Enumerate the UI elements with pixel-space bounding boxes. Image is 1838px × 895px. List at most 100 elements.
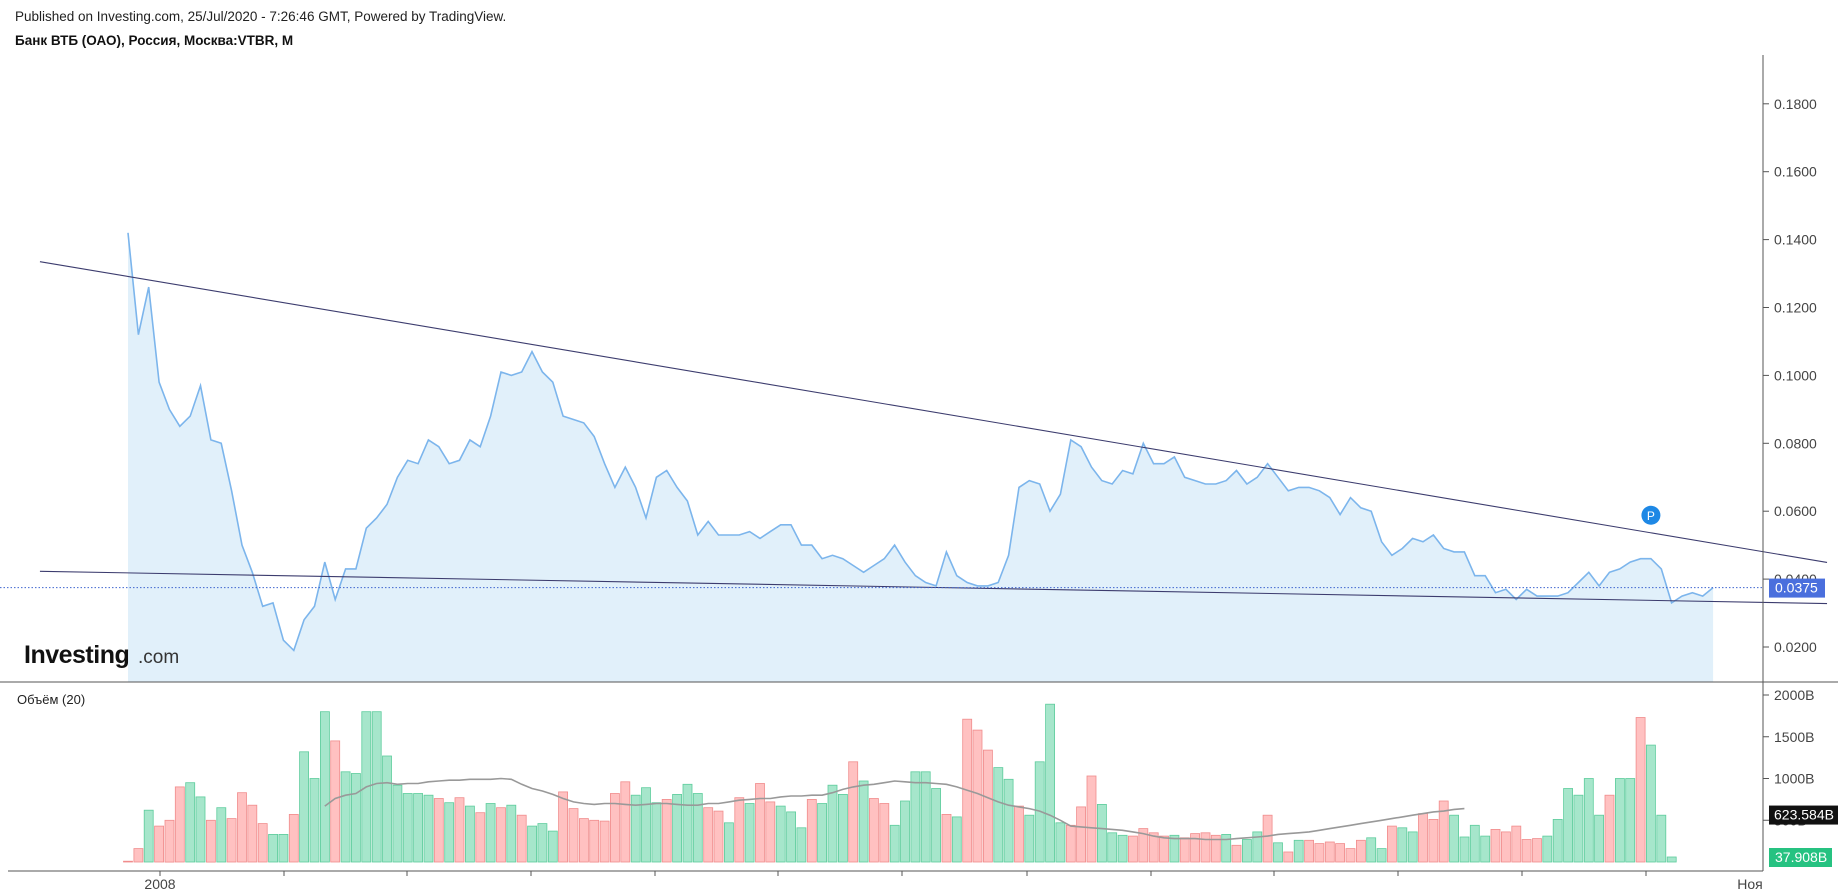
volume-bar-up[interactable] <box>672 794 682 863</box>
volume-bar-up[interactable] <box>889 824 900 863</box>
volume-bar-up[interactable] <box>185 782 196 863</box>
volume-bar-down[interactable] <box>983 749 993 863</box>
volume-bar-down[interactable] <box>288 814 299 863</box>
volume-bar-down[interactable] <box>1148 832 1159 863</box>
volume-bar-up[interactable] <box>1045 703 1055 863</box>
volume-bar-up[interactable] <box>1407 831 1418 863</box>
volume-bar-up[interactable] <box>506 804 517 863</box>
volume-bar-up[interactable] <box>392 784 403 863</box>
volume-bar-down[interactable] <box>123 860 133 863</box>
volume-bar-up[interactable] <box>951 816 962 863</box>
volume-bar-down[interactable] <box>755 783 765 863</box>
volume-bar-up[interactable] <box>1542 835 1553 863</box>
volume-bar-up[interactable] <box>402 793 413 863</box>
volume-bar-up[interactable] <box>1563 788 1573 863</box>
volume-bar-down[interactable] <box>164 819 175 863</box>
volume-bar-up[interactable] <box>1293 839 1304 863</box>
volume-bar-down[interactable] <box>1428 819 1439 863</box>
volume-bar-down[interactable] <box>516 814 527 863</box>
volume-bar-down[interactable] <box>1335 843 1345 863</box>
volume-bar-up[interactable] <box>775 805 786 863</box>
volume-bar-down[interactable] <box>1532 838 1542 863</box>
volume-bar-up[interactable] <box>464 805 475 863</box>
volume-bar-down[interactable] <box>1490 829 1501 863</box>
volume-bar-up[interactable] <box>786 811 796 863</box>
volume-bar-up[interactable] <box>796 827 807 863</box>
volume-bar-down[interactable] <box>661 799 672 863</box>
volume-bar-up[interactable] <box>724 822 734 863</box>
marker-circle[interactable] <box>1641 505 1661 525</box>
volume-bar-up[interactable] <box>340 771 351 863</box>
volume-bar-down[interactable] <box>1501 831 1511 863</box>
volume-bar-down[interactable] <box>1086 775 1097 863</box>
volume-bar-down[interactable] <box>610 793 620 863</box>
volume-bar-up[interactable] <box>1480 835 1491 863</box>
volume-bar-up[interactable] <box>858 780 869 863</box>
volume-bar-up[interactable] <box>371 711 382 863</box>
volume-bar-down[interactable] <box>205 819 216 863</box>
volume-bar-down[interactable] <box>1604 794 1615 863</box>
volume-bar-up[interactable] <box>920 771 931 863</box>
volume-bar-down[interactable] <box>1356 839 1366 863</box>
volume-bar-down[interactable] <box>568 808 579 863</box>
volume-bar-up[interactable] <box>1107 832 1118 863</box>
volume-bar-up[interactable] <box>1625 778 1636 863</box>
volume-bar-up[interactable] <box>1449 814 1459 863</box>
volume-bar-up[interactable] <box>216 807 227 863</box>
volume-bar-up[interactable] <box>309 778 320 863</box>
volume-bar-down[interactable] <box>237 792 247 863</box>
volume-bar-up[interactable] <box>1169 834 1180 863</box>
volume-bar-down[interactable] <box>579 818 589 863</box>
volume-bar-up[interactable] <box>817 803 827 863</box>
volume-bar-down[interactable] <box>589 819 600 863</box>
volume-bar-down[interactable] <box>558 791 568 863</box>
volume-bar-down[interactable] <box>879 803 890 863</box>
volume-bar-down[interactable] <box>257 823 268 863</box>
volume-bar-up[interactable] <box>382 755 392 863</box>
volume-bar-up[interactable] <box>682 783 693 863</box>
volume-bar-down[interactable] <box>1345 848 1356 863</box>
volume-bar-down[interactable] <box>475 812 486 863</box>
volume-bar-up[interactable] <box>527 825 537 863</box>
volume-bar-up[interactable] <box>1552 819 1563 863</box>
volume-bar-up[interactable] <box>1366 837 1377 863</box>
volume-bar-up[interactable] <box>319 711 330 863</box>
volume-bar-down[interactable] <box>703 807 714 863</box>
volume-bar-up[interactable] <box>195 796 206 863</box>
volume-bar-down[interactable] <box>1138 828 1149 863</box>
volume-bar-up[interactable] <box>827 784 838 863</box>
volume-bar-up[interactable] <box>1055 822 1066 863</box>
volume-bar-up[interactable] <box>630 794 641 863</box>
volume-bar-up[interactable] <box>838 794 848 863</box>
volume-bar-down[interactable] <box>941 814 952 863</box>
volume-bar-down[interactable] <box>1200 832 1211 863</box>
upper-trendline[interactable] <box>39 261 1828 564</box>
volume-bar-down[interactable] <box>1179 837 1190 863</box>
volume-bar-down[interactable] <box>869 798 879 863</box>
volume-bar-down[interactable] <box>433 798 444 863</box>
volume-bar-up[interactable] <box>1024 814 1035 863</box>
volume-bar-up[interactable] <box>931 788 941 863</box>
volume-bar-up[interactable] <box>900 800 910 863</box>
volume-bar-down[interactable] <box>734 797 745 863</box>
volume-bar-up[interactable] <box>268 834 279 863</box>
volume-bar-up[interactable] <box>641 787 651 863</box>
volume-bar-up[interactable] <box>744 803 755 863</box>
volume-bar-up[interactable] <box>537 823 548 863</box>
volume-bar-up[interactable] <box>143 809 154 863</box>
volume-bar-down[interactable] <box>620 781 631 863</box>
volume-bar-up[interactable] <box>1459 836 1470 863</box>
volume-bar-down[interactable] <box>1014 805 1024 863</box>
volume-bar-down[interactable] <box>1262 814 1273 863</box>
volume-bar-down[interactable] <box>226 818 237 863</box>
volume-bar-up[interactable] <box>1469 824 1480 863</box>
volume-bar-up[interactable] <box>1615 778 1625 863</box>
volume-bar-down[interactable] <box>1076 806 1086 863</box>
volume-bar-down[interactable] <box>599 820 610 863</box>
volume-bar-down[interactable] <box>1128 835 1138 863</box>
volume-bar-up[interactable] <box>692 793 703 863</box>
volume-bar-down[interactable] <box>1521 839 1532 863</box>
volume-bar-up[interactable] <box>910 771 921 863</box>
volume-bar-down[interactable] <box>765 801 776 863</box>
